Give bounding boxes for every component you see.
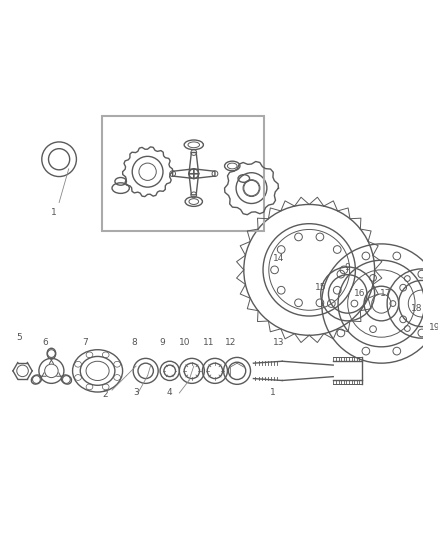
Text: 14: 14 — [273, 254, 284, 263]
Text: 1: 1 — [270, 389, 276, 398]
Text: 18: 18 — [411, 304, 423, 313]
Text: 3: 3 — [133, 389, 139, 398]
Text: 15: 15 — [315, 282, 326, 292]
Text: 5: 5 — [16, 333, 21, 342]
Text: 12: 12 — [225, 337, 236, 346]
Text: 2: 2 — [102, 390, 108, 399]
Text: 9: 9 — [345, 263, 350, 272]
Text: 4: 4 — [167, 389, 173, 398]
Text: 13: 13 — [273, 337, 284, 346]
Text: 10: 10 — [180, 337, 191, 346]
Text: 19: 19 — [428, 323, 438, 332]
Text: 11: 11 — [202, 337, 214, 346]
Text: 1: 1 — [51, 208, 57, 216]
Text: 6: 6 — [43, 337, 49, 346]
Text: 17: 17 — [381, 289, 392, 298]
Text: 16: 16 — [353, 289, 365, 298]
Text: 8: 8 — [131, 337, 137, 346]
Bar — [102, 116, 264, 231]
Text: 9: 9 — [159, 337, 165, 346]
Text: 7: 7 — [82, 337, 88, 346]
